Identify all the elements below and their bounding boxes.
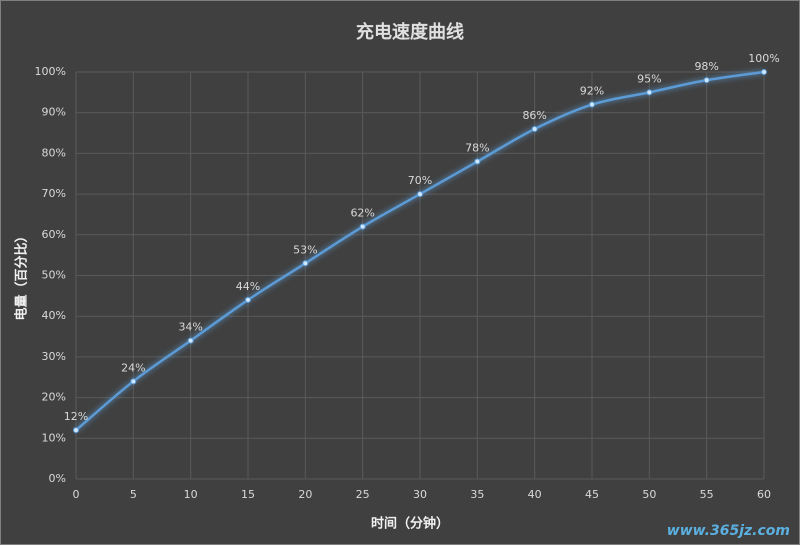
x-tick-label: 40 (528, 488, 542, 501)
chart-title: 充电速度曲线 (356, 21, 464, 43)
x-tick-label: 60 (757, 488, 771, 501)
point (761, 69, 767, 75)
point (646, 89, 653, 96)
data-label: 95% (637, 72, 661, 85)
y-tick-label: 70% (42, 187, 66, 200)
point (302, 260, 309, 267)
x-tick-label: 25 (356, 488, 370, 501)
data-label: 44% (236, 280, 260, 293)
y-axis-label: 电量（百分比） (14, 229, 30, 320)
data-label: 34% (178, 321, 202, 334)
y-tick-label: 60% (42, 228, 66, 241)
point (130, 378, 137, 385)
data-label: 53% (293, 243, 317, 256)
point (531, 125, 538, 132)
data-label: 12% (64, 410, 88, 423)
y-tick-label: 0% (49, 472, 66, 485)
x-tick-label: 55 (700, 488, 714, 501)
data-label: 92% (580, 85, 604, 98)
data-label: 86% (522, 109, 546, 122)
point (359, 223, 366, 230)
x-tick-label: 35 (470, 488, 484, 501)
y-tick-label: 90% (42, 106, 66, 119)
y-tick-label: 20% (42, 391, 66, 404)
point (703, 77, 710, 84)
point (417, 191, 423, 198)
x-tick-label: 5 (130, 488, 137, 501)
y-tick-label: 50% (42, 269, 66, 282)
point (589, 101, 595, 108)
x-tick-label: 30 (413, 488, 427, 501)
data-label: 100% (748, 52, 779, 65)
x-tick-label: 10 (184, 488, 198, 501)
y-tick-label: 30% (42, 350, 66, 363)
watermark: www.365jz.com (667, 523, 790, 539)
data-label: 24% (121, 361, 145, 374)
point (187, 337, 194, 344)
y-tick-label: 10% (42, 431, 66, 444)
data-label: 78% (465, 142, 489, 155)
data-label: 70% (408, 174, 432, 187)
x-tick-label: 45 (585, 488, 599, 501)
y-tick-label: 40% (42, 309, 66, 322)
data-label: 98% (694, 60, 718, 73)
x-tick-label: 15 (241, 488, 255, 501)
x-axis-label: 时间（分钟） (371, 516, 449, 532)
y-tick-label: 100% (35, 65, 66, 78)
data-label: 62% (350, 207, 374, 220)
point (474, 158, 481, 165)
x-tick-label: 0 (73, 488, 80, 501)
point (73, 427, 79, 434)
x-tick-label: 50 (642, 488, 656, 501)
y-tick-label: 80% (42, 146, 66, 159)
point (245, 296, 251, 303)
x-tick-label: 20 (298, 488, 312, 501)
